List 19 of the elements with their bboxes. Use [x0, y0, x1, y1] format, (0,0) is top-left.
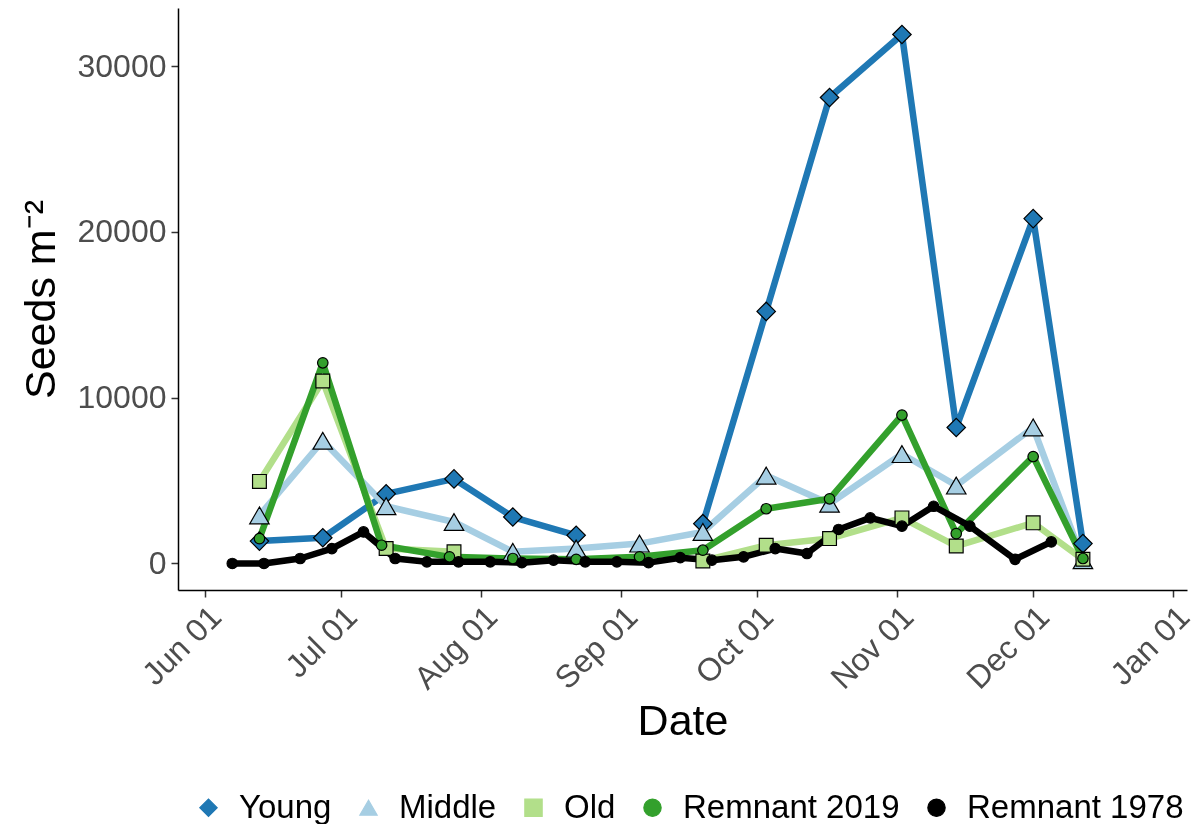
x-tick-label: Jun 01: [134, 598, 229, 693]
legend-label: Remnant 1978: [967, 787, 1184, 824]
x-tick-label: Jul 01: [278, 598, 365, 685]
x-tick-label: Dec 01: [959, 598, 1057, 696]
y-tick-label: 10000: [77, 379, 167, 416]
legend-label: Old: [564, 787, 616, 824]
x-tick-label: Jan 01: [1103, 598, 1197, 693]
x-tick-label: Aug 01: [407, 598, 505, 696]
legend-label: Middle: [399, 787, 497, 824]
x-tick-label: Oct 01: [688, 598, 781, 691]
x-tick-label: Nov 01: [823, 598, 921, 696]
x-tick-label: Sep 01: [547, 598, 645, 696]
y-tick-label: 30000: [77, 47, 167, 84]
y-tick-label: 0: [148, 544, 167, 581]
y-tick-label: 20000: [77, 213, 167, 250]
y-axis-title: Seeds m⁻²: [15, 199, 64, 400]
x-axis-title: Date: [637, 696, 729, 745]
legend-label: Remnant 2019: [683, 787, 900, 824]
legend-label: Young: [239, 787, 332, 824]
